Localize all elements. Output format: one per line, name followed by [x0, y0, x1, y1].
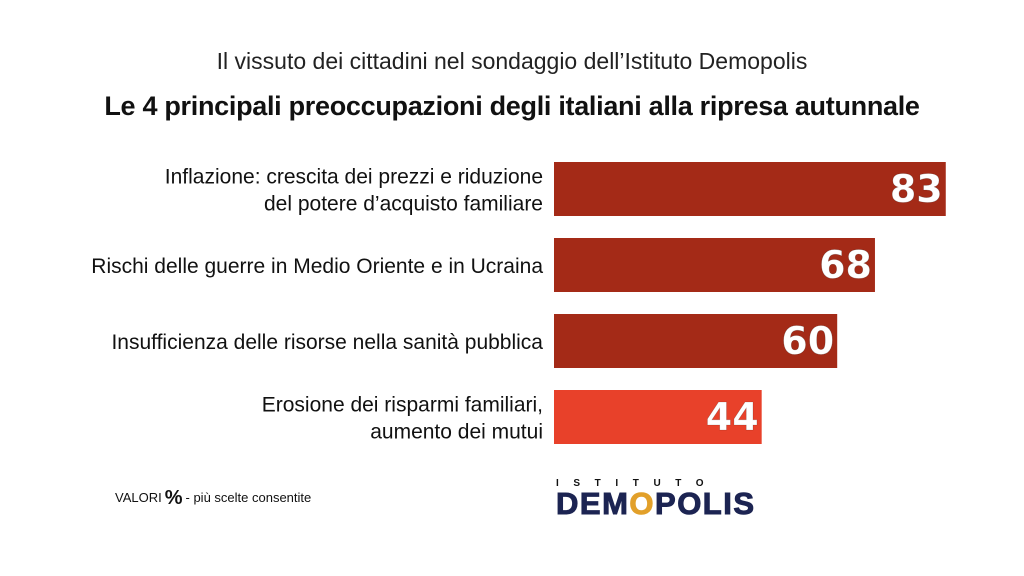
values-note: VALORI% - più scelte consentite: [115, 487, 311, 510]
logo-name-start: DEM: [555, 486, 630, 521]
bar: [554, 314, 838, 368]
bar-chart: 83 Inflazione: crescita dei prezzi e ridu…: [91, 162, 946, 444]
data-label: 60: [781, 319, 834, 363]
bar-row: 68 Rischi delle guerre in Medio Oriente e…: [91, 238, 875, 292]
bar: [554, 390, 762, 444]
data-label: 83: [890, 167, 943, 211]
bar-row: 83 Inflazione: crescita dei prezzi e ridu…: [165, 162, 946, 216]
category-label-line: aumento dei mutui: [370, 421, 543, 444]
category-label-line: Insufficienza delle risorse nella sanità…: [111, 331, 543, 354]
category-label: Rischi delle guerre in Medio Oriente e i…: [91, 255, 543, 278]
category-label-line: del potere d’acquisto familiare: [264, 193, 543, 216]
category-label: Erosione dei risparmi familiari, aumento …: [262, 394, 543, 444]
logo-name-o: O: [629, 486, 656, 521]
bar: [554, 162, 946, 216]
note-percent: %: [164, 487, 183, 509]
category-label-line: Rischi delle guerre in Medio Oriente e i…: [91, 255, 543, 278]
category-label-line: Inflazione: crescita dei prezzi e riduzi…: [165, 166, 543, 189]
logo-top-text: ISTITUTO: [556, 478, 719, 489]
data-label: 68: [819, 243, 872, 287]
bar: [554, 238, 875, 292]
category-label-line: Erosione dei risparmi familiari,: [262, 394, 543, 417]
logo-name-end: POLIS: [655, 486, 756, 521]
chart-title: Le 4 principali preoccupazioni degli ita…: [104, 91, 920, 121]
category-label: Inflazione: crescita dei prezzi e riduzi…: [165, 166, 543, 216]
logo-name: DEMOPOLIS: [555, 486, 786, 521]
note-prefix: VALORI: [115, 490, 162, 505]
chart-subtitle: Il vissuto dei cittadini nel sondaggio d…: [216, 48, 808, 74]
demopolis-logo: ISTITUTO DEMOPOLIS: [555, 478, 786, 521]
category-label: Insufficienza delle risorse nella sanità…: [111, 331, 543, 354]
data-label: 44: [706, 395, 759, 439]
bar-row: 60 Insufficienza delle risorse nella sani…: [111, 314, 838, 368]
bar-row: 44 Erosione dei risparmi familiari, aument…: [262, 390, 762, 444]
note-suffix: - più scelte consentite: [185, 490, 312, 505]
